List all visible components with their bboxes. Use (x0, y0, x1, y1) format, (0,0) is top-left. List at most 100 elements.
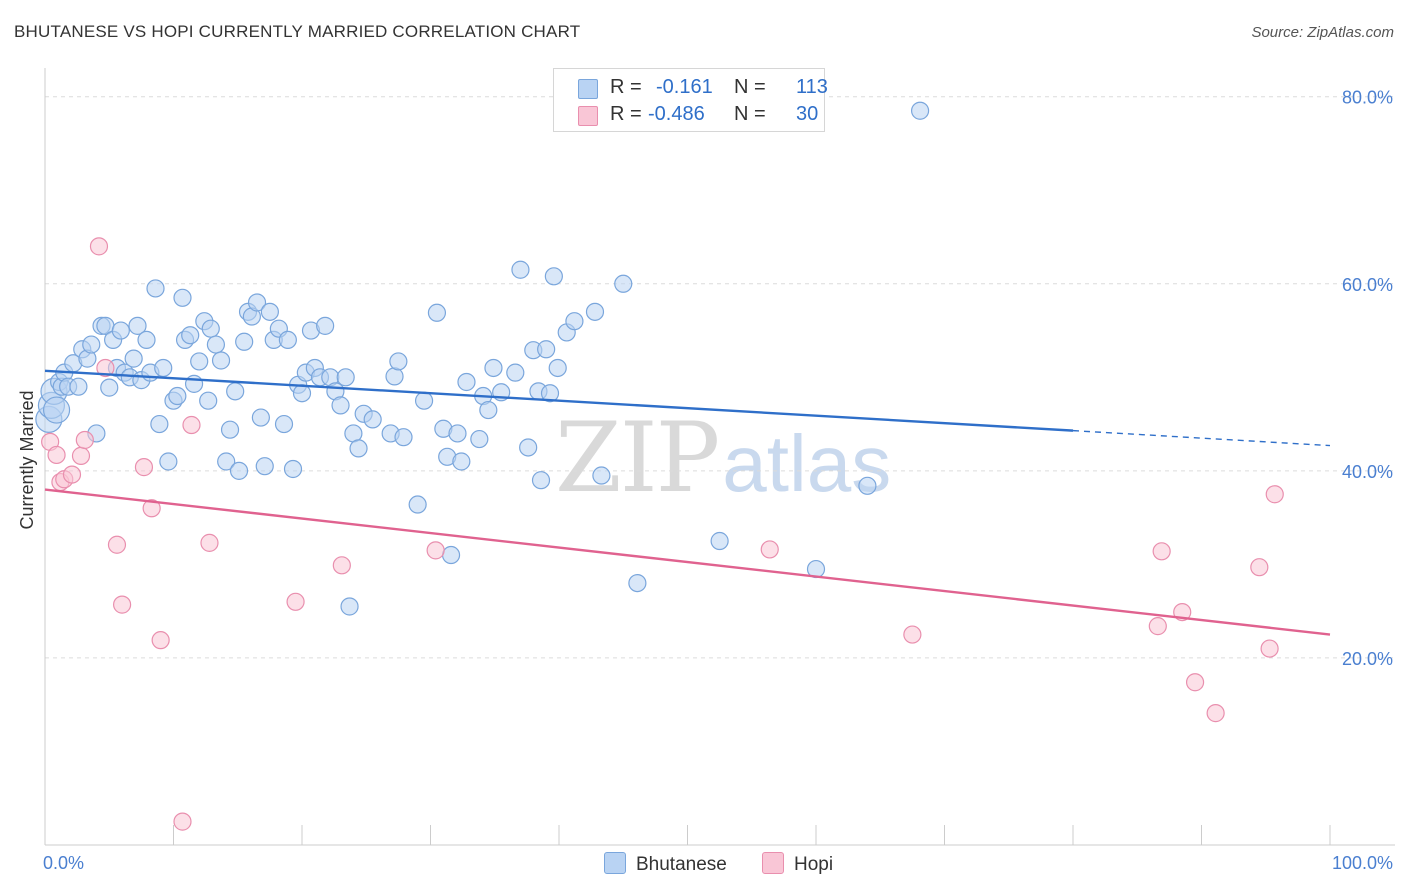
bhutanese-trendline-extension (1072, 429, 1331, 447)
y-tick-label: 60.0% (1342, 275, 1393, 295)
watermark: ZIPatlas (555, 402, 891, 514)
legend-swatch-bhutanese (578, 79, 598, 99)
hopi-point (182, 415, 201, 435)
bhutanese-point (128, 316, 147, 335)
series-legend-hopi: Hopi (762, 852, 833, 876)
bhutanese-point (531, 471, 551, 490)
bhutanese-point (150, 414, 169, 434)
stats-legend: R = -0.161 N = 113 R = -0.486 N = 30 (553, 68, 828, 132)
series-legend-bhutanese: Bhutanese (604, 852, 727, 876)
hopi-point (62, 465, 82, 484)
hopi-point (1185, 673, 1205, 692)
series-label-bhutanese: Bhutanese (636, 854, 727, 875)
hopi-point (200, 533, 219, 552)
bhutanese-point (278, 330, 297, 350)
bhutanese-point (124, 349, 143, 368)
bhutanese-point (470, 429, 489, 449)
bhutanese-point (506, 363, 525, 382)
bhutanese-point (331, 396, 350, 415)
bhutanese-point (540, 384, 560, 403)
bhutanese-point (168, 386, 187, 406)
bhutanese-point (154, 358, 173, 378)
bhutanese-point (414, 391, 434, 410)
hopi-point (142, 499, 161, 518)
bhutanese-point (229, 461, 249, 480)
hopi-point (96, 358, 115, 378)
bhutanese-point (448, 424, 467, 443)
legend-swatch-hopi (578, 106, 598, 126)
bhutanese-point (389, 352, 408, 371)
y-tick-label: 80.0% (1342, 88, 1393, 108)
bhutanese-point (201, 319, 220, 338)
bhutanese-point (235, 332, 254, 351)
hopi-point (286, 592, 305, 611)
bhutanese-point (548, 358, 567, 378)
bhutanese-point (159, 452, 178, 471)
bhutanese-point (858, 476, 877, 495)
bhutanese-point (173, 288, 192, 307)
hopi-point (1152, 542, 1171, 561)
hopi-point (426, 541, 445, 560)
watermark-zip: ZIP (555, 402, 720, 514)
bhutanese-point (100, 378, 119, 397)
bhutanese-point (82, 335, 101, 354)
bhutanese-point (565, 312, 584, 331)
bhutanese-point (710, 531, 729, 551)
bhutanese-point (910, 101, 930, 120)
legend-r-label: R = (610, 76, 642, 98)
series-legend: Bhutanese Hopi (0, 852, 1406, 878)
bhutanese-point (394, 428, 413, 447)
hopi-point (1250, 558, 1269, 577)
bhutanese-point (452, 452, 471, 471)
y-tick-label: 40.0% (1342, 462, 1393, 482)
legend-r-value: -0.161 (656, 76, 713, 98)
bhutanese-point (385, 367, 404, 386)
bhutanese-point (340, 597, 359, 616)
hopi-point (134, 458, 154, 477)
hopi-point (1265, 485, 1284, 504)
bhutanese-point (336, 368, 355, 387)
y-tick-label: 20.0% (1342, 649, 1393, 669)
series-swatch-hopi (762, 852, 784, 874)
bhutanese-point (519, 438, 538, 457)
hopi-point (173, 812, 192, 831)
bhutanese-point (585, 302, 605, 321)
bhutanese-point (479, 400, 498, 420)
bhutanese-point (251, 408, 270, 427)
legend-n-value: 30 (796, 103, 819, 125)
hopi-point (71, 446, 91, 465)
bhutanese-point (190, 352, 209, 371)
bhutanese-point (274, 414, 294, 434)
hopi-point (1206, 704, 1225, 723)
bhutanese-point (42, 396, 71, 424)
bhutanese-point (614, 274, 633, 293)
bhutanese-point (349, 439, 368, 458)
bhutanese-point (226, 382, 245, 401)
bhutanese-point (181, 326, 200, 345)
hopi-point (1148, 617, 1167, 636)
hopi-point (75, 430, 94, 450)
bhutanese-point (484, 358, 503, 378)
legend-r-value: -0.486 (648, 103, 705, 125)
hopi-point (151, 631, 170, 650)
legend-r-label: R = (610, 103, 642, 125)
bhutanese-point (363, 410, 382, 429)
hopi-point (47, 445, 66, 465)
bhutanese-point (537, 340, 556, 359)
hopi-point (112, 595, 132, 614)
hopi-point (89, 237, 109, 256)
bhutanese-point (217, 452, 236, 471)
x-tick-label: 100.0% (1332, 853, 1393, 873)
hopi-trendline (44, 488, 1331, 636)
chart-title: BHUTANESE VS HOPI CURRENTLY MARRIED CORR… (14, 22, 581, 41)
bhutanese-point (283, 459, 303, 479)
bhutanese-point (220, 420, 240, 439)
bhutanese-point (211, 351, 231, 370)
hopi-point (107, 535, 127, 554)
hopi-point (903, 625, 922, 644)
hopi-point (332, 556, 351, 575)
bhutanese-point (511, 260, 530, 279)
bhutanese-point (427, 303, 447, 322)
bhutanese-point (146, 279, 165, 298)
